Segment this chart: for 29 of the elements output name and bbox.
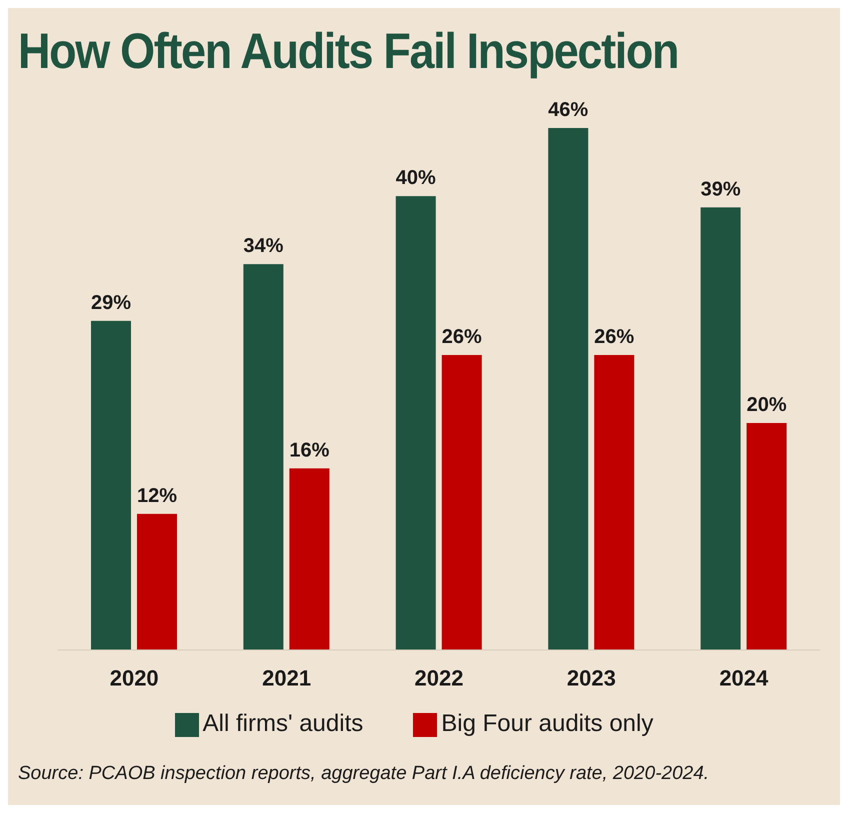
data-label: 12% bbox=[136, 484, 178, 507]
bar bbox=[442, 354, 482, 650]
bar bbox=[137, 514, 177, 650]
bar bbox=[91, 320, 131, 650]
x-tick-label: 2023 bbox=[566, 666, 616, 691]
bar bbox=[289, 468, 330, 650]
data-label: 26% bbox=[442, 326, 482, 348]
data-label: 29% bbox=[90, 292, 132, 314]
data-label: 40% bbox=[396, 167, 436, 190]
legend-label: All firms' audits bbox=[202, 710, 364, 737]
x-tick-label: 2021 bbox=[262, 666, 312, 691]
data-label: 46% bbox=[548, 99, 588, 121]
data-label: 20% bbox=[746, 394, 787, 416]
data-label: 39% bbox=[700, 178, 741, 200]
bar bbox=[746, 423, 787, 650]
bar bbox=[548, 128, 588, 650]
data-label: 34% bbox=[243, 235, 284, 258]
bar bbox=[243, 264, 284, 650]
chart-title: How Often Audits Fail Inspection bbox=[18, 22, 678, 80]
x-tick-label: 2024 bbox=[719, 666, 770, 691]
x-tick-label: 2020 bbox=[110, 666, 159, 691]
x-tick-label: 2022 bbox=[414, 666, 464, 691]
bar bbox=[594, 354, 634, 650]
bar bbox=[396, 196, 436, 650]
source-note: Source: PCAOB inspection reports, aggregate Part I.A deficiency rate, 2020-2024. bbox=[18, 763, 710, 785]
legend-label: Big Four audits only bbox=[441, 710, 654, 737]
data-label: 16% bbox=[289, 439, 330, 462]
bar bbox=[700, 207, 741, 650]
data-label: 26% bbox=[594, 326, 634, 348]
